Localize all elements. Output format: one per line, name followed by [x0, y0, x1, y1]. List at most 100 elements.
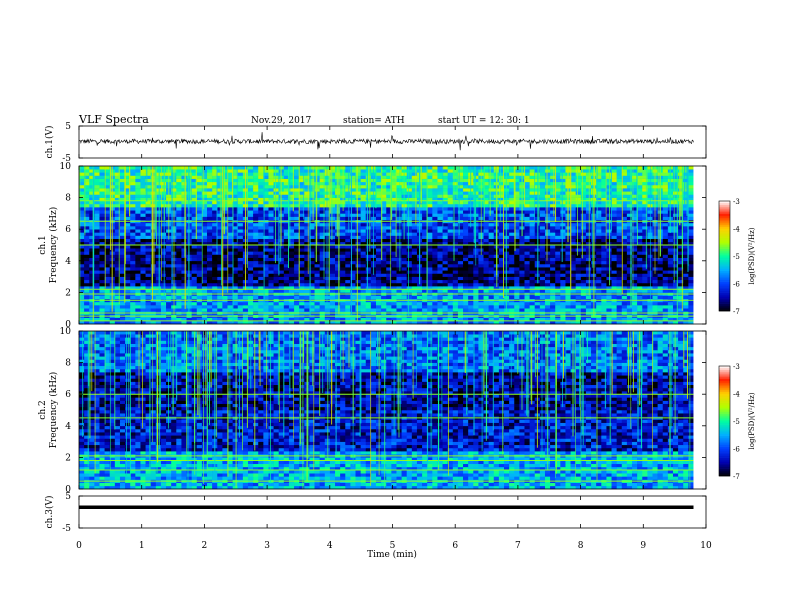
spectrogram-cell	[324, 226, 331, 230]
spectrogram-cell	[309, 238, 315, 243]
spectrogram-cell	[201, 213, 208, 217]
spectrogram-cell	[345, 320, 351, 325]
spectrogram-cell	[222, 295, 228, 300]
spectrogram-cell	[350, 260, 356, 265]
spectrogram-cell	[662, 210, 669, 214]
spectrogram-cell	[304, 248, 310, 252]
spectrogram-cell	[335, 245, 341, 249]
spectrogram-cell	[688, 222, 694, 227]
spectrogram-cell	[227, 222, 233, 227]
spectrogram-cell	[176, 305, 182, 309]
spectrogram-cell	[155, 197, 162, 202]
spectrogram-cell	[350, 273, 356, 277]
spectrogram-cell	[606, 200, 612, 205]
spectrogram-cell	[688, 213, 694, 217]
spectrogram-cell	[130, 270, 136, 274]
spectrogram-cell	[232, 295, 239, 300]
spectrogram-cell	[232, 203, 239, 208]
spectrogram-cell	[212, 207, 218, 211]
spectrogram-cell	[580, 305, 587, 309]
spectrogram-cell	[611, 317, 617, 322]
spectrogram-cell	[683, 238, 689, 243]
spectrogram-cell	[350, 276, 356, 281]
spectrogram-cell	[258, 317, 264, 322]
spectrogram-cell	[345, 238, 351, 243]
spectrogram-cell	[130, 235, 136, 239]
spectrogram-cell	[667, 289, 674, 293]
spectrogram-cell	[212, 216, 218, 221]
spectrogram-cell	[585, 257, 592, 262]
spectrogram-cell	[329, 305, 336, 309]
spectrogram-cell	[212, 282, 218, 287]
spectrogram-cell	[672, 305, 679, 309]
spectrogram-cell	[232, 207, 239, 211]
spectrogram-cell	[498, 317, 505, 322]
spectrogram-cell	[329, 270, 336, 274]
spectrogram-cell	[514, 257, 520, 262]
spectrogram-cell	[672, 273, 679, 277]
spectrogram-cell	[160, 235, 167, 239]
spectrogram-cell	[242, 301, 249, 306]
spectrogram-cell	[529, 207, 536, 211]
spectrogram-cell	[99, 282, 105, 287]
spectrogram-cell	[375, 270, 382, 274]
spectrogram-cell	[160, 216, 167, 221]
spectrogram-cell	[621, 276, 628, 281]
spectrogram-cell	[447, 273, 454, 277]
spectrogram-cell	[335, 276, 341, 281]
spectrogram-cell	[565, 254, 571, 258]
spectrogram-cell	[89, 191, 95, 195]
spectrogram-cell	[550, 200, 556, 205]
spectrogram-cell	[432, 213, 438, 217]
spectrogram-cell	[125, 197, 131, 202]
spectrogram-cell	[212, 254, 218, 258]
spectrogram-cell	[575, 282, 582, 287]
spectrogram-cell	[483, 207, 489, 211]
spectrogram-cell	[411, 203, 418, 208]
spectrogram-cell	[268, 320, 274, 325]
spectrogram-cell	[212, 222, 218, 227]
spectrogram-cell	[606, 282, 612, 287]
spectrogram-cell	[104, 282, 111, 287]
spectrogram-cell	[176, 213, 182, 217]
spectrogram-cell	[160, 282, 167, 287]
spectrogram-cell	[212, 289, 218, 293]
spectrogram-cell	[560, 273, 566, 277]
spectrogram-cell	[360, 301, 367, 306]
spectrogram-cell	[391, 282, 397, 287]
spectrogram-cell	[329, 301, 336, 306]
spectrogram-cell	[596, 216, 602, 221]
spectrogram-cell	[427, 229, 433, 233]
spectrogram-cell	[509, 289, 515, 293]
spectrogram-cell	[391, 197, 397, 202]
spectrogram-cell	[258, 320, 264, 325]
spectrogram-cell	[119, 251, 126, 255]
spectrogram-cell	[283, 226, 290, 230]
spectrogram-cell	[386, 286, 392, 290]
spectrogram-cell	[406, 238, 413, 243]
spectrogram-cell	[114, 238, 121, 243]
spectrogram-cell	[514, 267, 520, 271]
spectrogram-cell	[524, 270, 530, 274]
spectrogram-cell	[155, 276, 162, 281]
spectrogram-cell	[253, 317, 259, 322]
spectrogram-cell	[319, 251, 326, 255]
spectrogram-cell	[135, 200, 141, 205]
spectrogram-cell	[396, 320, 402, 325]
spectrogram-cell	[186, 317, 192, 322]
spectrogram-cell	[411, 289, 418, 293]
spectrogram-cell	[191, 203, 198, 208]
spectrogram-cell	[319, 203, 326, 208]
spectrogram-cell	[278, 251, 285, 255]
spectrogram-cell	[176, 270, 182, 274]
spectrogram-cell	[79, 245, 85, 249]
spectrogram-cell	[544, 279, 551, 284]
spectrogram-cell	[683, 232, 689, 236]
spectrogram-cell	[616, 248, 623, 252]
spectrogram-cell	[89, 248, 95, 252]
spectrogram-cell	[488, 213, 495, 217]
spectrogram-cell	[555, 276, 561, 281]
spectrogram-cell	[437, 216, 443, 221]
spectrogram-cell	[626, 222, 633, 227]
spectrogram-cell	[273, 213, 279, 217]
